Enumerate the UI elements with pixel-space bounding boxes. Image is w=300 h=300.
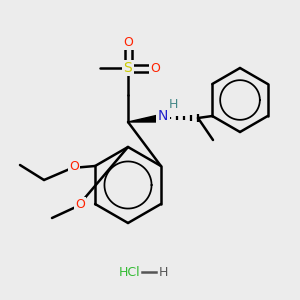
Text: O: O [123, 35, 133, 49]
Polygon shape [128, 114, 164, 122]
Text: O: O [69, 160, 79, 172]
Text: S: S [124, 61, 132, 75]
Text: H: H [158, 266, 168, 278]
Text: O: O [150, 61, 160, 74]
Text: HCl: HCl [119, 266, 141, 278]
Text: H: H [168, 98, 178, 110]
Text: O: O [75, 199, 85, 212]
Text: N: N [158, 109, 168, 123]
